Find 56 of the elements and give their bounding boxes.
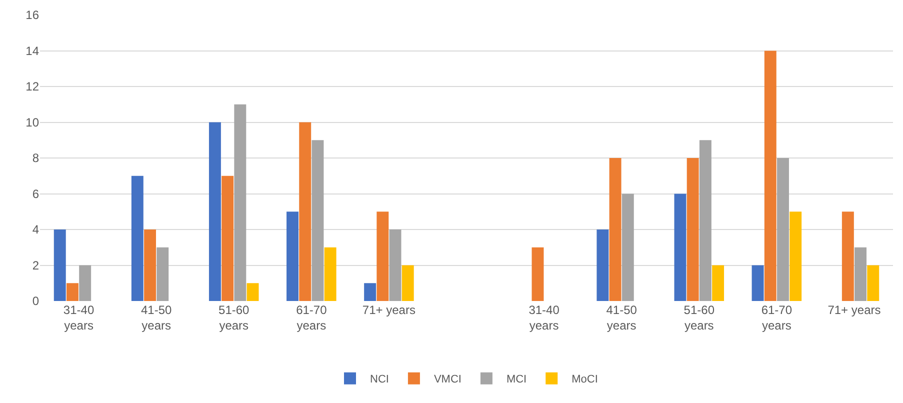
- bar: [674, 194, 686, 301]
- bar: [867, 265, 880, 301]
- x-tick-label: 51-60 years: [684, 303, 715, 333]
- x-tick-label: 51-60 years: [218, 303, 250, 333]
- bar: [686, 158, 699, 301]
- bar: [208, 122, 221, 301]
- bar: [324, 247, 336, 301]
- bar: [699, 140, 712, 301]
- y-tick-label: 4: [32, 222, 40, 237]
- x-tick-label: 61-70 years: [296, 303, 328, 333]
- bar: [144, 230, 156, 301]
- y-tick-label: 14: [26, 44, 40, 58]
- bar: [842, 212, 854, 301]
- y-tick-label: 6: [32, 186, 40, 201]
- bar: [596, 230, 609, 301]
- x-tick-label: 41-50 years: [606, 303, 638, 333]
- bar: [389, 230, 402, 301]
- bar: [752, 265, 764, 301]
- y-tick-label: 12: [26, 80, 40, 94]
- bar: [234, 104, 246, 301]
- x-tick-label: 71+ years: [828, 303, 881, 317]
- x-tick-label: 31-40 years: [528, 303, 560, 333]
- bar: [622, 194, 634, 301]
- legend-label: MCI: [506, 374, 527, 386]
- legend-label: MoCI: [572, 374, 598, 386]
- y-tick-label: 10: [26, 115, 40, 130]
- bar: [54, 230, 66, 301]
- bar: [299, 122, 312, 301]
- bar: [402, 265, 414, 301]
- y-tick-label: 16: [26, 8, 40, 22]
- y-tick-label: 0: [32, 294, 40, 308]
- legend-label: NCI: [370, 374, 389, 386]
- bar: [156, 247, 169, 301]
- bar: [609, 158, 622, 301]
- bar: [854, 247, 867, 301]
- y-tick-label: 2: [32, 258, 40, 272]
- legend-label: VMCI: [434, 374, 462, 386]
- y-tick-label: 8: [32, 151, 40, 166]
- bar: [790, 212, 802, 301]
- bar: [777, 158, 789, 301]
- bar: [66, 283, 78, 301]
- bar: [532, 247, 544, 301]
- bar: [712, 265, 724, 301]
- bar: [131, 176, 144, 301]
- x-tick-label: 31-40 years: [63, 303, 94, 333]
- x-tick-label: 61-70 years: [761, 303, 792, 333]
- bar: [312, 140, 324, 301]
- bar: [246, 283, 259, 301]
- bar: [764, 50, 776, 301]
- bar: [222, 176, 234, 301]
- bar: [364, 283, 376, 301]
- bar: [79, 265, 92, 301]
- x-tick-label: 41-50 years: [140, 303, 172, 333]
- bar: [286, 212, 298, 301]
- bar: [376, 212, 389, 301]
- x-tick-label: 71+ years: [362, 303, 416, 317]
